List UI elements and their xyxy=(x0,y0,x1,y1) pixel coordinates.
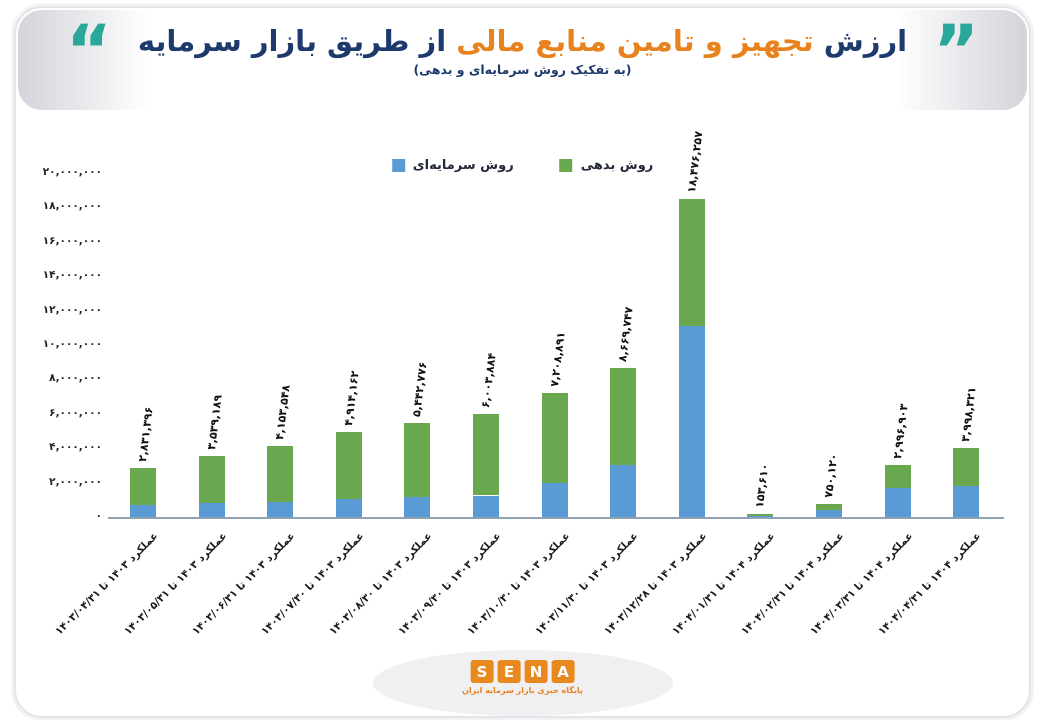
bar-segment-equity xyxy=(473,495,499,517)
title-banner: “ ارزش تجهیز و تامین منابع مالی از طریق … xyxy=(18,10,1027,110)
bar-total-label: ۲,۹۹۶,۹۰۳ xyxy=(890,403,911,461)
y-axis-label: ۲۰,۰۰۰,۰۰۰ xyxy=(42,166,102,178)
y-axis-label: ۴,۰۰۰,۰۰۰ xyxy=(49,441,102,454)
bar-segment-debt xyxy=(335,432,362,499)
bar-segment-equity xyxy=(610,464,637,517)
bar-total-label: ۷,۲۰۸,۸۹۱ xyxy=(547,331,568,388)
bar-segment-debt xyxy=(130,468,156,505)
bar-segment-debt xyxy=(816,504,842,511)
legend-item-debt: روش بدهی xyxy=(559,158,654,173)
y-axis-label: ۰ xyxy=(95,510,102,522)
page-subtitle: (به تفکیک روش سرمایه‌ای و بدهی) xyxy=(413,62,632,77)
y-axis-label: ۶,۰۰۰,۰۰۰ xyxy=(49,406,102,419)
debt-swatch-icon xyxy=(559,159,573,172)
bar-segment-equity xyxy=(404,497,431,517)
bar-segment-debt xyxy=(747,514,774,517)
bar-segment-debt xyxy=(541,393,568,483)
legend-item-equity: روش سرمایه‌ای xyxy=(391,158,514,173)
title-part-1: ارزش xyxy=(823,24,908,58)
sena-logo-letter: S xyxy=(470,660,494,683)
sena-logo-letter: A xyxy=(551,660,575,683)
y-axis-label: ۱۸,۰۰۰,۰۰۰ xyxy=(42,200,102,213)
bar-segment-equity xyxy=(884,487,911,517)
page-title: ارزش تجهیز و تامین منابع مالی از طریق با… xyxy=(137,24,908,58)
bar-total-label: ۱۵۳,۶۱۰ xyxy=(753,463,772,509)
bar-total-label: ۳,۹۹۸,۳۲۱ xyxy=(959,386,979,443)
bar-total-label: ۷۵۰,۱۲۰ xyxy=(822,452,841,499)
x-axis-line xyxy=(108,517,1004,519)
bar-total-label: ۵,۴۴۲,۷۷۶ xyxy=(410,361,431,418)
bar-segment-debt xyxy=(953,448,980,487)
bar-total-label: ۶,۰۰۳,۸۸۴ xyxy=(479,351,499,409)
bar-segment-equity xyxy=(747,516,774,517)
bar-total-label: ۴,۹۱۴,۱۶۲ xyxy=(341,370,362,428)
y-axis-label: ۱۶,۰۰۰,۰۰۰ xyxy=(42,234,102,247)
bar-segment-equity xyxy=(678,326,705,517)
logo-background-blob xyxy=(372,650,673,716)
y-axis-label: ۸,۰۰۰,۰۰۰ xyxy=(49,372,102,385)
infographic-card: “ ارزش تجهیز و تامین منابع مالی از طریق … xyxy=(14,6,1031,718)
bar-segment-debt xyxy=(610,367,637,465)
chart-legend: روش سرمایه‌ای روش بدهی xyxy=(391,158,654,173)
title-block: ارزش تجهیز و تامین منابع مالی از طریق با… xyxy=(137,24,908,77)
bar-total-label: ۳,۵۳۹,۱۸۹ xyxy=(204,394,225,451)
y-axis-label: ۱۰,۰۰۰,۰۰۰ xyxy=(42,338,102,350)
y-axis-label: ۲,۰۰۰,۰۰۰ xyxy=(49,475,102,488)
sena-logo-letter: N xyxy=(524,660,548,683)
legend-label-equity: روش سرمایه‌ای xyxy=(412,158,514,173)
bar-total-label: ۸,۶۶۹,۷۴۷ xyxy=(616,305,636,363)
bar-segment-equity xyxy=(335,498,362,517)
bar-segment-debt xyxy=(884,465,911,488)
bar-segment-equity xyxy=(541,482,568,517)
title-row: “ ارزش تجهیز و تامین منابع مالی از طریق … xyxy=(18,16,1027,86)
equity-swatch-icon xyxy=(391,159,405,172)
stacked-bar-chart: ۰ ۲,۰۰۰,۰۰۰ ۴,۰۰۰,۰۰۰ ۶,۰۰۰,۰۰۰ ۸,۰۰۰,۰۰۰ ۱۰,… xyxy=(16,8,1029,716)
bar-segment-debt xyxy=(678,199,705,327)
bar-segment-debt xyxy=(267,445,294,502)
bar-segment-equity xyxy=(267,501,294,517)
bar-total-label: ۲,۸۳۱,۳۹۶ xyxy=(136,406,156,463)
bar-segment-debt xyxy=(198,456,225,504)
bar-segment-equity xyxy=(130,504,156,517)
bar-segment-debt xyxy=(473,413,499,496)
bar-segment-equity xyxy=(816,510,842,517)
title-part-3: از طریق بازار سرمایه xyxy=(137,24,447,58)
sena-logo-caption: پایگاه خبری بازار سرمایه ایران xyxy=(462,686,583,695)
bar-total-label: ۱۸,۴۷۶,۲۵۷ xyxy=(684,130,706,194)
y-axis-label: ۱۴,۰۰۰,۰۰۰ xyxy=(42,269,102,282)
bar-segment-equity xyxy=(198,503,225,517)
title-part-2: تجهیز و تامین منابع مالی xyxy=(456,24,814,58)
bar-segment-equity xyxy=(953,486,980,517)
bar-total-label: ۴,۱۵۳,۵۴۸ xyxy=(273,383,293,441)
sena-logo-letter: E xyxy=(497,660,521,683)
legend-label-debt: روش بدهی xyxy=(580,158,654,173)
y-axis-label: ۱۲,۰۰۰,۰۰۰ xyxy=(42,303,102,316)
bar-segment-debt xyxy=(404,423,431,498)
